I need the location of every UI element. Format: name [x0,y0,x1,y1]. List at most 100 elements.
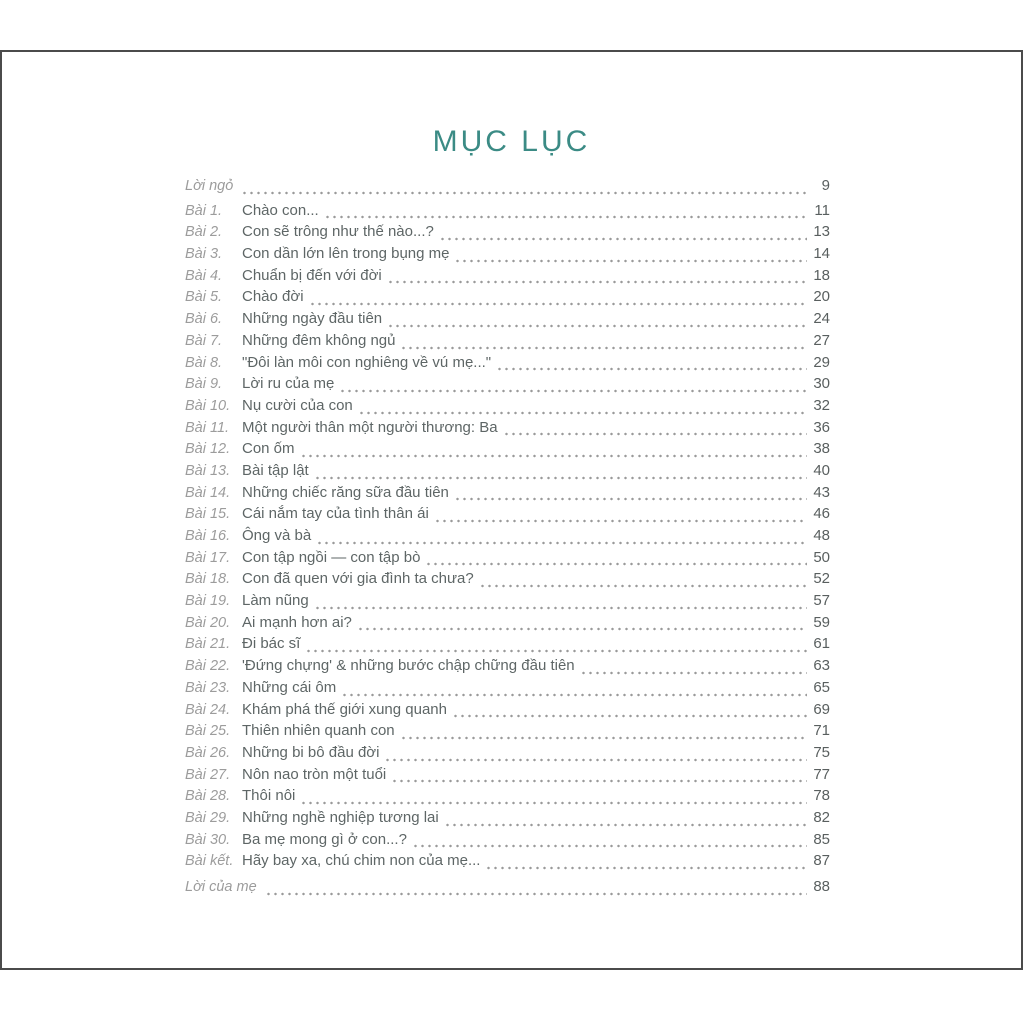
toc-row: Bài 5. Chào đời 20 [185,288,830,311]
dot-leader [384,266,807,289]
toc-entry-page: 77 [813,765,830,783]
toc-entry-page: 40 [813,461,830,479]
toc-entry-page: 18 [813,266,830,284]
toc-entry-title: Con sẽ trông như thế nào...? [242,223,434,241]
toc-row: Bài 2. Con sẽ trông như thế nào...? 13 [185,223,830,246]
dot-leader [476,570,807,593]
toc-entry-title: Ông và bà [242,527,312,544]
toc-entry-title: Nôn nao tròn một tuổi [242,765,387,783]
toc-entry-title: Làm nũng [242,592,309,610]
toc-entry-page: 13 [813,223,830,241]
dot-leader [298,787,807,809]
toc-entry-label: Bài 6. [185,311,223,328]
toc-entry-label: Bài 22. [185,658,231,675]
dot-leader [500,418,807,441]
toc-entry-page: 11 [814,201,830,219]
toc-entry-label: Bài 1. [185,202,223,219]
page-title: MỤC LỤC [432,125,591,158]
toc-entry-label: Bài 24. [185,701,231,718]
dot-leader [431,505,807,527]
toc-entry-label: Bài 5. [185,289,223,306]
page-frame: MỤC LỤC Lời ngỏ 9 Bài 1. Chào con... 11 … [0,50,1023,970]
toc-row: Bài 30. Ba mẹ mong gì ở con...? 85 [185,830,830,853]
toc-entry-page: 50 [813,548,830,566]
dot-leader [397,722,807,744]
dot-leader [239,177,807,199]
toc-entry-page: 52 [813,570,830,588]
dot-leader [436,223,807,246]
toc-entry-page: 20 [813,288,830,306]
toc-list: Lời ngỏ 9 Bài 1. Chào con... 11 Bài 2. C… [185,177,830,900]
dot-leader [452,245,807,267]
toc-entry-label: Bài 8. [185,354,223,371]
toc-entry-title: Những đêm không ngủ [242,331,396,349]
dot-leader [311,461,807,484]
dot-leader [451,483,807,506]
toc-row: Bài 23. Những cái ôm 65 [185,678,830,701]
toc-entry-page: 63 [813,657,830,675]
toc-entry-page: 88 [813,878,830,895]
toc-row: Bài 15. Cái nắm tay của tình thân ái 46 [185,505,830,527]
toc-row: Bài kết. Hãy bay xa, chú chim non của mẹ… [185,852,830,874]
dot-leader [398,331,807,354]
toc-entry-label: Bài 9. [185,376,223,393]
toc-entry-label: Bài 4. [185,267,223,284]
toc-row: Bài 17. Con tập ngồi — con tập bò 50 [185,548,830,571]
toc-row: Bài 19. Làm nũng 57 [185,592,830,614]
dot-leader [314,527,807,549]
toc-row: Bài 3. Con dần lớn lên trong bụng mẹ 14 [185,245,830,267]
dot-leader [449,700,807,723]
toc-entry-label: Bài 28. [185,788,231,805]
dot-leader [306,288,807,311]
toc-row: Bài 1. Chào con... 11 [185,201,830,224]
toc-row: Lời ngỏ 9 [185,177,830,199]
toc-entry-label: Bài 18. [185,571,231,588]
toc-row: Bài 13. Bài tập lật 40 [185,461,830,484]
toc-entry-label: Lời ngỏ [185,178,234,194]
toc-entry-page: 9 [821,177,830,194]
toc-entry-page: 87 [813,852,830,870]
toc-entry-title: 'Đứng chựng' & những bước chập chững đầu… [242,657,575,675]
toc-entry-title: Lời ru của mẹ [242,375,335,393]
toc-entry-label: Bài 14. [185,484,231,501]
dot-leader [423,548,807,571]
toc-entry-title: Hãy bay xa, chú chim non của mẹ... [242,852,481,870]
dot-leader [311,592,807,614]
dot-leader [382,743,807,766]
dot-leader [494,353,807,376]
dot-leader [303,635,807,658]
dot-leader [389,765,807,788]
toc-entry-page: 27 [813,331,830,349]
toc-entry-label: Bài 21. [185,636,231,653]
toc-entry-label: Bài 7. [185,332,223,349]
toc-entry-page: 32 [813,396,830,414]
toc-row: Bài 24. Khám phá thế giới xung quanh 69 [185,700,830,723]
toc-entry-label: Lời của mẹ [185,879,257,895]
toc-entry-label: Bài 13. [185,462,231,479]
toc-entry-label: Bài 11. [185,419,230,436]
toc-entry-title: Chuẩn bị đến với đời [242,266,382,284]
toc-entry-label: Bài 23. [185,679,231,696]
dot-leader [577,657,807,679]
toc-row: Bài 9. Lời ru của mẹ 30 [185,375,830,397]
toc-entry-page: 29 [813,353,830,371]
toc-entry-title: Những cái ôm [242,678,337,696]
dot-leader [355,396,807,419]
toc-entry-page: 43 [813,483,830,501]
toc-entry-title: Thiên nhiên quanh con [242,722,395,740]
toc-entry-title: Một người thân một người thương: Ba [242,418,498,436]
toc-entry-label: Bài 2. [185,224,223,241]
toc-entry-label: Bài 3. [185,246,223,263]
toc-row: Bài 11. Một người thân một người thương:… [185,418,830,441]
toc-row: Bài 28. Thôi nôi 78 [185,787,830,809]
toc-entry-title: Con ốm [242,440,295,458]
toc-entry-label: Bài 15. [185,506,231,523]
toc-entry-title: Đi bác sĩ [242,635,301,653]
toc-entry-page: 65 [813,678,830,696]
toc-entry-page: 14 [813,245,830,263]
dot-leader [339,678,807,701]
toc-entry-label: Bài 30. [185,831,231,848]
toc-row: Bài 22. 'Đứng chựng' & những bước chập c… [185,657,830,679]
toc-row: Bài 25. Thiên nhiên quanh con 71 [185,722,830,744]
toc-entry-page: 69 [813,700,830,718]
